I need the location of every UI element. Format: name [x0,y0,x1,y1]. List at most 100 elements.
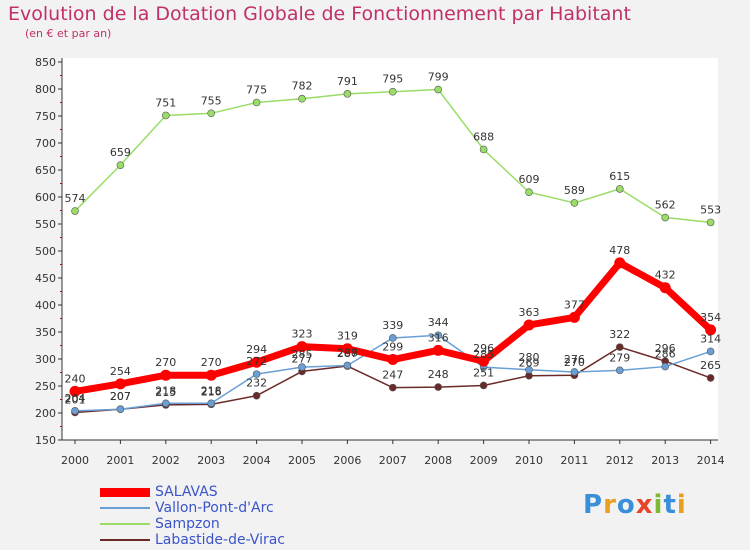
data-point-vallon-pont-d-arc [252,370,261,378]
x-tick-label: 2010 [515,454,543,467]
y-tick-label: 550 [35,218,56,231]
legend-item-vallon: Vallon-Pont-d'Arc [100,500,285,516]
x-tick-label: 2001 [106,454,134,467]
data-label-vallon-pont-d-arc: 218 [201,384,222,397]
data-point-vallon-pont-d-arc [343,361,352,370]
data-point-vallon-pont-d-arc [116,405,125,414]
data-point-labastide-de-virac [434,383,443,391]
data-label-sampzon: 659 [110,146,131,159]
data-point-sampzon [525,188,533,196]
data-label-sampzon: 782 [292,80,313,93]
data-point-salavas [160,369,172,381]
data-point-salavas [432,344,444,356]
y-tick-label: 600 [35,191,56,204]
data-point-sampzon [388,87,397,96]
data-label-vallon-pont-d-arc: 339 [382,319,403,332]
data-label-salavas: 432 [655,269,676,282]
data-label-salavas: 319 [337,330,358,343]
data-point-sampzon [343,90,352,98]
data-label-labastide-de-virac: 270 [564,356,585,369]
data-point-salavas [341,343,353,355]
legend-item-sampzon: Sampzon [100,516,285,532]
data-label-labastide-de-virac: 207 [110,390,131,403]
y-tick-label: 850 [35,56,56,69]
x-tick-label: 2006 [333,454,361,467]
y-tick-label: 350 [35,326,56,339]
data-label-sampzon: 755 [201,94,222,107]
data-point-vallon-pont-d-arc [298,363,306,371]
data-point-sampzon [661,213,670,222]
data-point-vallon-pont-d-arc [207,399,215,408]
data-point-sampzon [570,199,579,207]
y-tick-label: 150 [35,434,56,447]
data-label-sampzon: 688 [473,130,494,143]
data-label-sampzon: 615 [609,170,630,183]
data-label-labastide-de-virac: 248 [428,368,449,381]
data-point-labastide-de-virac [479,381,488,390]
data-label-vallon-pont-d-arc: 272 [246,355,267,368]
data-point-sampzon [116,161,125,169]
x-tick-label: 2004 [243,454,271,467]
data-point-sampzon [479,145,488,154]
y-tick-label: 800 [35,83,56,96]
data-label-vallon-pont-d-arc: 218 [155,384,176,397]
data-label-labastide-de-virac: 232 [246,377,267,390]
data-point-vallon-pont-d-arc [525,365,533,374]
data-label-vallon-pont-d-arc: 314 [700,332,721,345]
data-point-salavas [523,319,535,331]
x-tick-label: 2012 [606,454,634,467]
data-label-labastide-de-virac: 269 [519,357,540,370]
x-tick-label: 2014 [697,454,725,467]
data-point-sampzon [207,109,215,118]
data-label-labastide-de-virac: 251 [473,366,494,379]
data-label-labastide-de-virac: 277 [292,352,313,365]
data-label-vallon-pont-d-arc: 285 [292,348,313,361]
proxiti-logo: Proxiti [583,490,687,520]
data-label-vallon-pont-d-arc: 285 [473,348,494,361]
data-label-sampzon: 562 [655,199,676,212]
data-label-labastide-de-virac: 287 [337,347,358,360]
data-point-salavas [69,385,81,397]
data-point-sampzon [252,98,261,107]
data-point-sampzon [706,218,715,227]
x-tick-label: 2011 [560,454,588,467]
legend: SALAVAS Vallon-Pont-d'Arc Sampzon Labast… [100,484,285,548]
data-label-sampzon: 799 [428,71,449,84]
y-tick-label: 450 [35,272,56,285]
data-label-vallon-pont-d-arc: 279 [609,351,630,364]
chart-title: Evolution de la Dotation Globale de Fonc… [8,3,631,25]
data-label-labastide-de-virac: 216 [201,385,222,398]
chart-subtitle: (en € et par an) [25,27,112,40]
data-label-labastide-de-virac: 322 [609,328,630,341]
legend-label-vallon: Vallon-Pont-d'Arc [155,500,274,516]
data-point-salavas [478,355,490,367]
x-tick-label: 2002 [152,454,180,467]
data-label-vallon-pont-d-arc: 276 [564,353,585,366]
data-label-salavas: 254 [110,365,131,378]
x-tick-label: 2003 [197,454,225,467]
data-label-salavas: 478 [609,244,630,257]
data-label-salavas: 363 [519,306,540,319]
data-point-sampzon [615,185,624,193]
data-point-labastide-de-virac [252,391,261,400]
data-point-sampzon [434,85,443,94]
data-label-vallon-pont-d-arc: 207 [110,390,131,403]
legend-item-salavas: SALAVAS [100,484,285,500]
data-label-labastide-de-virac: 296 [655,342,676,355]
legend-swatch-labastide [100,539,150,541]
data-label-vallon-pont-d-arc: 286 [655,348,676,361]
data-point-salavas [387,354,399,366]
y-tick-label: 700 [35,137,56,150]
legend-label-sampzon: Sampzon [155,516,220,532]
legend-label-salavas: SALAVAS [155,484,218,500]
data-point-vallon-pont-d-arc [162,399,170,408]
data-label-salavas: 299 [382,341,403,354]
data-point-vallon-pont-d-arc [661,362,670,371]
data-label-sampzon: 574 [65,192,86,205]
data-label-labastide-de-virac: 215 [155,386,176,399]
data-label-sampzon: 589 [564,184,585,197]
y-tick-label: 650 [35,164,56,177]
data-point-labastide-de-virac [706,374,715,382]
legend-label-labastide: Labastide-de-Virac [155,532,285,548]
data-point-sampzon [298,94,306,103]
